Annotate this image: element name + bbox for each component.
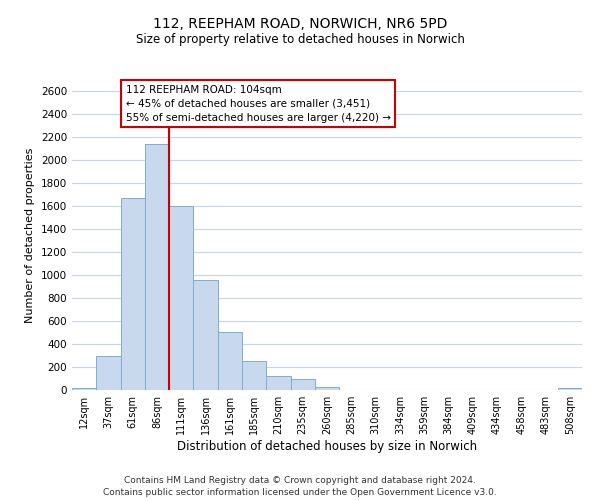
Bar [218, 332, 242, 390]
Text: 112 REEPHAM ROAD: 104sqm
← 45% of detached houses are smaller (3,451)
55% of sem: 112 REEPHAM ROAD: 104sqm ← 45% of detach… [125, 84, 391, 122]
Bar [315, 386, 339, 390]
Text: 112, REEPHAM ROAD, NORWICH, NR6 5PD: 112, REEPHAM ROAD, NORWICH, NR6 5PD [153, 18, 447, 32]
Y-axis label: Number of detached properties: Number of detached properties [25, 148, 35, 322]
Text: Contains HM Land Registry data © Crown copyright and database right 2024.: Contains HM Land Registry data © Crown c… [124, 476, 476, 485]
X-axis label: Distribution of detached houses by size in Norwich: Distribution of detached houses by size … [177, 440, 477, 453]
Bar [558, 388, 582, 390]
Text: Contains public sector information licensed under the Open Government Licence v3: Contains public sector information licen… [103, 488, 497, 497]
Bar [193, 280, 218, 390]
Bar [266, 376, 290, 390]
Bar [72, 388, 96, 390]
Text: Size of property relative to detached houses in Norwich: Size of property relative to detached ho… [136, 32, 464, 46]
Bar [242, 362, 266, 390]
Bar [290, 379, 315, 390]
Bar [145, 144, 169, 390]
Bar [121, 198, 145, 390]
Bar [96, 356, 121, 390]
Bar [169, 206, 193, 390]
